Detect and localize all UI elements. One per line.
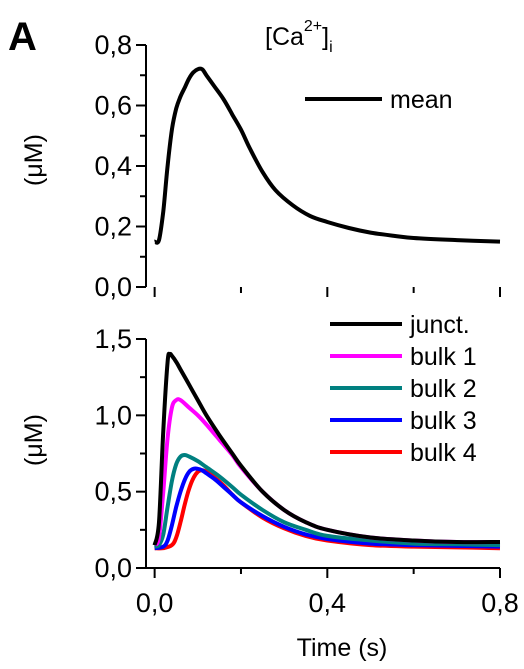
top-x-ticks <box>153 287 501 297</box>
bottom-y-ticks: 0,0 0,5 1,0 1,5 <box>94 324 146 583</box>
y-tick-label: 0,8 <box>94 30 132 60</box>
top-y-axis-label: (μM) <box>20 134 48 186</box>
x-axis-label: Time (s) <box>297 634 388 662</box>
top-series <box>153 66 501 245</box>
y-tick-label: 0,0 <box>94 272 132 302</box>
legend-label: bulk 4 <box>410 439 477 467</box>
top-y-ticks: 0,0 0,2 0,4 0,6 0,8 <box>94 30 146 302</box>
bottom-x-ticks: 0,0 0,4 0,8 <box>136 568 519 618</box>
series-line-junct- <box>152 351 501 546</box>
legend-label: junct. <box>409 311 470 339</box>
x-tick-label: 0,8 <box>481 588 519 618</box>
top-legend: mean <box>305 86 453 114</box>
legend-label: bulk 1 <box>410 343 477 371</box>
chart-title: [Ca2+]i <box>265 18 333 56</box>
local-calcium-panel: (μM) 0,0 0,5 1,0 1,5 0,0 0,4 0,8 junct. bulk 1… <box>20 311 519 662</box>
bottom-series <box>152 351 501 551</box>
title-close: ] <box>322 23 329 51</box>
series-line-bulk-3 <box>154 466 501 551</box>
y-tick-label: 0,0 <box>94 553 132 583</box>
title-base: [Ca <box>265 23 304 51</box>
legend-label: bulk 2 <box>410 375 477 403</box>
y-tick-label: 1,0 <box>94 400 132 430</box>
legend-label: bulk 3 <box>410 407 477 435</box>
title-subscript: i <box>329 39 333 56</box>
y-tick-label: 0,2 <box>94 212 132 242</box>
x-tick-label: 0,4 <box>309 588 347 618</box>
legend-label: mean <box>390 86 453 114</box>
title-superscript: 2+ <box>304 18 322 35</box>
y-tick-label: 1,5 <box>94 324 132 354</box>
y-tick-label: 0,6 <box>94 91 132 121</box>
bottom-legend: junct. bulk 1 bulk 2 bulk 3 bulk 4 <box>330 311 477 467</box>
panel-letter: A <box>8 15 37 59</box>
series-line-bulk-2 <box>154 453 501 549</box>
x-tick-label: 0,0 <box>136 588 174 618</box>
mean-calcium-panel: [Ca2+]i (μM) 0,0 0,2 0,4 0,6 0,8 mean <box>20 18 501 302</box>
series-line-mean <box>153 66 501 245</box>
y-tick-label: 0,5 <box>94 477 132 507</box>
bottom-y-axis-label: (μM) <box>20 414 48 466</box>
y-tick-label: 0,4 <box>94 151 132 181</box>
